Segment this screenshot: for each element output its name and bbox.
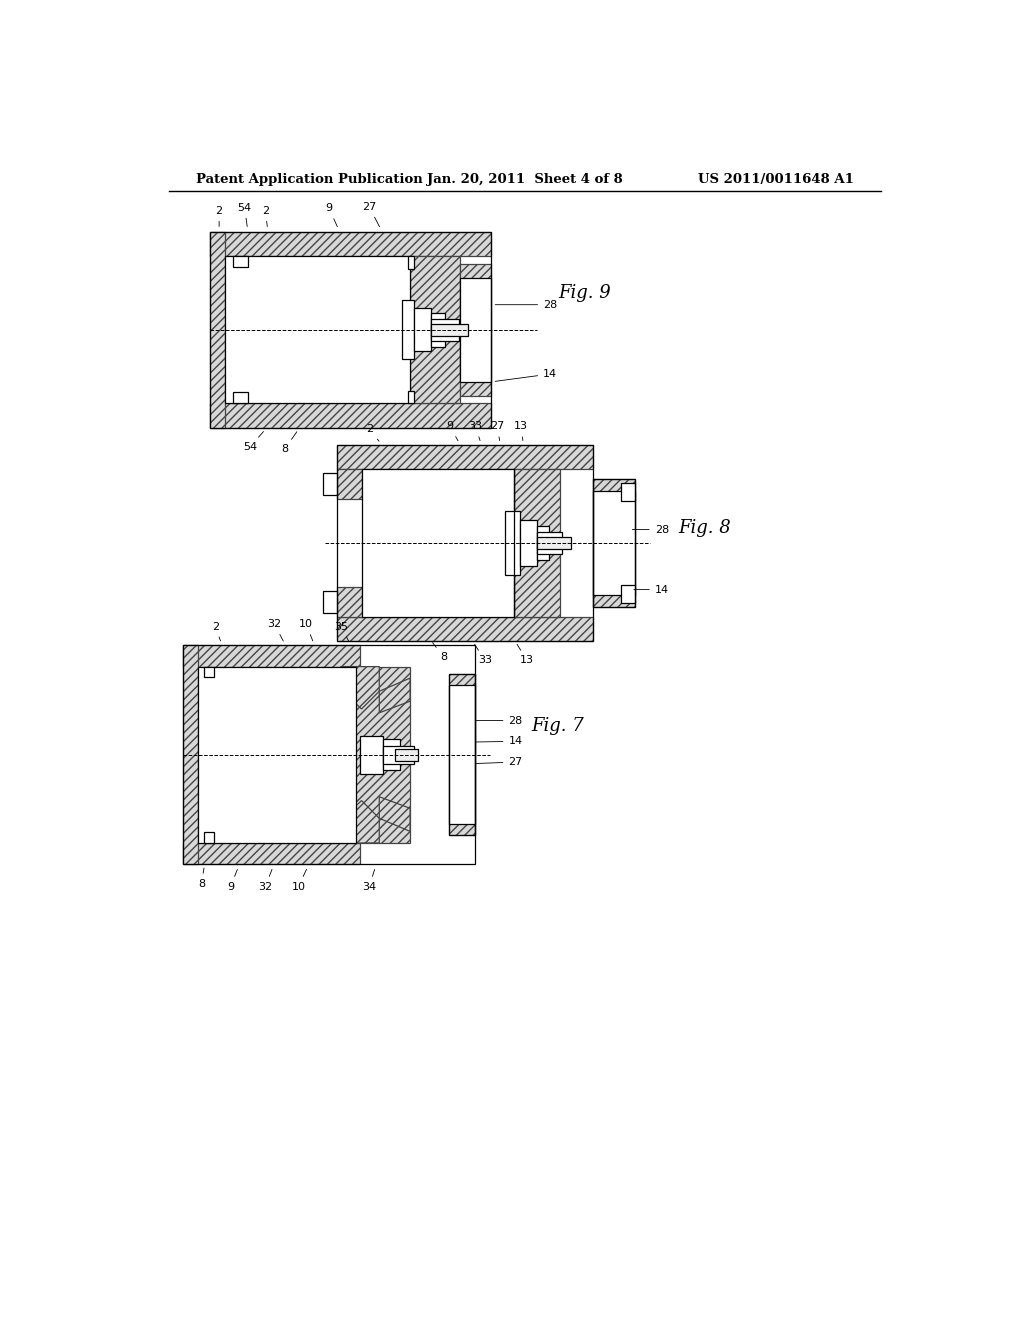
- Text: 33: 33: [469, 421, 482, 441]
- Text: 32: 32: [267, 619, 284, 642]
- Bar: [352, 667, 410, 843]
- Bar: [514, 470, 560, 616]
- Text: 13: 13: [517, 644, 535, 665]
- Text: 28: 28: [475, 715, 522, 726]
- Bar: [337, 616, 593, 642]
- Bar: [449, 675, 475, 836]
- Bar: [183, 645, 475, 865]
- Polygon shape: [341, 800, 379, 843]
- Text: 33: 33: [475, 644, 492, 665]
- Bar: [538, 527, 550, 560]
- Bar: [431, 313, 444, 347]
- Text: Fig. 9: Fig. 9: [558, 284, 611, 302]
- Bar: [621, 483, 635, 502]
- Bar: [205, 832, 214, 843]
- Bar: [383, 739, 400, 770]
- Bar: [233, 256, 249, 267]
- Bar: [323, 474, 337, 495]
- Text: Fig. 7: Fig. 7: [531, 717, 585, 735]
- Bar: [199, 667, 356, 843]
- Bar: [538, 537, 571, 549]
- Bar: [410, 256, 460, 404]
- Bar: [449, 675, 475, 836]
- Text: 35: 35: [334, 622, 349, 642]
- Text: 9: 9: [326, 203, 337, 227]
- Text: Patent Application Publication: Patent Application Publication: [196, 173, 423, 186]
- Bar: [337, 587, 361, 616]
- Text: Jan. 20, 2011  Sheet 4 of 8: Jan. 20, 2011 Sheet 4 of 8: [427, 173, 623, 186]
- Bar: [394, 748, 418, 760]
- Polygon shape: [341, 667, 379, 709]
- Bar: [360, 735, 383, 774]
- Text: 27: 27: [475, 758, 522, 767]
- Text: 10: 10: [292, 870, 306, 892]
- Text: 54: 54: [243, 432, 263, 453]
- Bar: [431, 323, 468, 335]
- Text: 8: 8: [281, 432, 297, 454]
- Text: 2: 2: [262, 206, 269, 227]
- Bar: [183, 645, 199, 865]
- Text: 10: 10: [299, 619, 313, 642]
- Text: 2: 2: [212, 622, 220, 642]
- Bar: [402, 301, 414, 359]
- Polygon shape: [379, 678, 410, 713]
- Text: 8: 8: [432, 643, 447, 663]
- Bar: [337, 470, 361, 499]
- Text: 27: 27: [489, 421, 504, 441]
- Bar: [361, 470, 514, 616]
- Text: 14: 14: [475, 737, 522, 746]
- Text: 28: 28: [632, 524, 669, 535]
- Text: US 2011/0011648 A1: US 2011/0011648 A1: [698, 173, 854, 186]
- Bar: [383, 746, 414, 764]
- Bar: [233, 392, 249, 404]
- Bar: [183, 843, 360, 865]
- Bar: [337, 445, 593, 470]
- Text: 27: 27: [362, 202, 380, 227]
- Bar: [460, 264, 490, 396]
- Bar: [505, 511, 520, 576]
- Bar: [205, 667, 214, 677]
- Text: 32: 32: [258, 870, 272, 892]
- Bar: [431, 319, 459, 341]
- Text: 54: 54: [238, 203, 252, 227]
- Bar: [225, 256, 410, 404]
- Bar: [210, 231, 490, 428]
- Bar: [337, 445, 593, 642]
- Text: 34: 34: [362, 870, 377, 892]
- Text: 14: 14: [634, 585, 669, 594]
- Text: 13: 13: [514, 421, 528, 441]
- Bar: [520, 520, 538, 566]
- Text: Fig. 8: Fig. 8: [678, 519, 730, 537]
- Polygon shape: [379, 797, 410, 832]
- Bar: [460, 277, 490, 381]
- Bar: [210, 231, 490, 256]
- Bar: [210, 231, 225, 428]
- Bar: [593, 479, 635, 607]
- Bar: [210, 404, 490, 428]
- Text: 2: 2: [366, 425, 379, 441]
- Text: 9: 9: [227, 870, 238, 892]
- Text: 8: 8: [198, 869, 205, 888]
- Text: 14: 14: [496, 370, 557, 381]
- Bar: [538, 532, 562, 554]
- Bar: [621, 585, 635, 603]
- Bar: [323, 591, 337, 612]
- Bar: [183, 645, 360, 667]
- Text: 2: 2: [215, 206, 222, 227]
- Bar: [408, 391, 414, 404]
- Bar: [593, 479, 635, 607]
- Bar: [414, 308, 431, 351]
- Text: 28: 28: [496, 300, 557, 310]
- Text: 9: 9: [446, 421, 458, 441]
- Bar: [408, 256, 414, 268]
- Bar: [449, 685, 475, 825]
- Bar: [593, 491, 635, 595]
